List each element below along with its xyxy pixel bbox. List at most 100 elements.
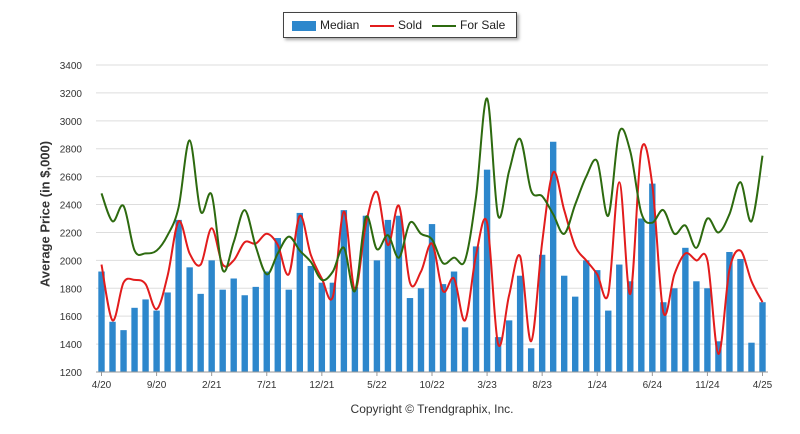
y-tick-label-2200: 2200: [60, 228, 83, 239]
x-tick-label: 12/21: [309, 380, 334, 391]
median-bars: [98, 141, 766, 372]
median-bar: [219, 289, 226, 372]
legend-item-median[interactable]: Median: [292, 18, 359, 32]
median-bar: [704, 288, 711, 372]
legend-label-sold: Sold: [398, 18, 423, 32]
median-bar: [472, 246, 480, 372]
median-bar: [638, 218, 645, 372]
y-tick-label-1400: 1400: [60, 340, 83, 351]
median-bar: [241, 295, 248, 372]
median-bar: [516, 275, 524, 372]
x-tick-label: 2/21: [202, 380, 222, 391]
x-tick-label: 4/25: [753, 380, 773, 391]
median-bar: [461, 327, 469, 372]
median-swatch: [292, 21, 316, 31]
y-tick-label-3400: 3400: [60, 61, 83, 72]
median-bar: [208, 260, 215, 372]
median-bar: [98, 271, 105, 372]
median-bar: [428, 224, 436, 372]
legend-item-for-sale[interactable]: For Sale: [432, 18, 505, 32]
median-bar: [263, 271, 270, 372]
median-bar: [373, 260, 381, 372]
median-bar: [572, 296, 579, 372]
median-bar: [649, 183, 656, 372]
median-bar: [406, 298, 414, 372]
median-bar: [616, 264, 623, 372]
median-bar: [384, 219, 392, 372]
median-bar: [450, 271, 458, 372]
median-bar: [627, 281, 634, 372]
x-tick-label: 3/23: [477, 380, 497, 391]
median-bar: [252, 286, 259, 372]
y-tick-label-2000: 2000: [60, 256, 83, 267]
line-for-sale: [100, 97, 764, 293]
median-bar: [417, 288, 425, 372]
x-tick-label: 1/24: [588, 380, 608, 391]
median-bar: [527, 348, 535, 372]
series-lines: [100, 97, 764, 355]
x-tick-label: 11/24: [695, 380, 720, 391]
x-tick-label: 5/22: [367, 380, 387, 391]
y-tick-label-1200: 1200: [60, 368, 83, 379]
median-bar: [671, 288, 678, 372]
median-bar: [197, 293, 204, 372]
median-bar: [164, 292, 171, 372]
y-tick-label-3000: 3000: [60, 117, 83, 128]
legend-label-median: Median: [320, 18, 360, 32]
median-bar: [549, 141, 557, 372]
median-bar: [296, 212, 303, 372]
median-bar: [561, 275, 568, 372]
for-sale-swatch: [432, 25, 456, 27]
median-bar: [483, 169, 491, 372]
median-bar: [131, 307, 138, 372]
median-bar: [340, 210, 348, 372]
median-bar: [726, 251, 733, 372]
median-bar: [682, 247, 689, 372]
x-tick-label: 8/23: [532, 380, 552, 391]
median-bar: [594, 270, 601, 372]
y-tick-label-1800: 1800: [60, 284, 83, 295]
median-bar: [605, 310, 612, 372]
legend-label-for-sale: For Sale: [460, 18, 506, 32]
median-bar: [362, 215, 370, 372]
y-tick-label-2800: 2800: [60, 145, 83, 156]
median-bar: [186, 267, 193, 372]
median-bar: [660, 302, 667, 372]
median-bar: [285, 289, 292, 372]
median-bar: [351, 286, 359, 372]
y-axis-label: Average Price (in $,000): [37, 140, 53, 288]
median-bar: [109, 321, 116, 372]
x-tick-label: 10/22: [419, 380, 444, 391]
median-bar: [153, 310, 160, 372]
legend: Median Sold For Sale: [283, 12, 517, 38]
median-bar: [120, 330, 127, 372]
x-axis: 4/20 9/20 2/21 7/21 12/21 5/22 10/22 3/23 8/23 1/…: [92, 371, 773, 391]
x-tick-label: 9/20: [147, 380, 167, 391]
median-bar: [494, 337, 502, 372]
median-bar: [395, 215, 403, 372]
x-tick-label: 6/24: [643, 380, 663, 391]
y-axis-ticks: 1200 1400 1600 1800 2000 2200 2400 2600 2800 3000…: [60, 61, 83, 379]
x-tick-label: 7/21: [257, 380, 277, 391]
median-bar: [329, 282, 337, 372]
median-bar: [230, 278, 237, 372]
median-bar: [142, 299, 149, 372]
median-bar: [175, 219, 182, 372]
median-bar: [715, 341, 722, 372]
median-bar: [318, 282, 326, 372]
legend-item-sold[interactable]: Sold: [370, 18, 422, 32]
median-bar: [505, 320, 513, 372]
y-tick-label-2600: 2600: [60, 173, 83, 184]
median-bar: [307, 265, 315, 372]
median-bar: [538, 254, 546, 372]
x-tick-label: 4/20: [92, 380, 112, 391]
y-tick-label-1600: 1600: [60, 312, 83, 323]
y-tick-label-3200: 3200: [60, 89, 83, 100]
copyright-text: Copyright © Trendgraphix, Inc.: [350, 402, 514, 416]
median-bar: [737, 258, 744, 372]
median-bar: [748, 342, 755, 372]
median-bar: [439, 284, 447, 372]
median-bar: [759, 302, 766, 372]
sold-swatch: [370, 25, 394, 27]
